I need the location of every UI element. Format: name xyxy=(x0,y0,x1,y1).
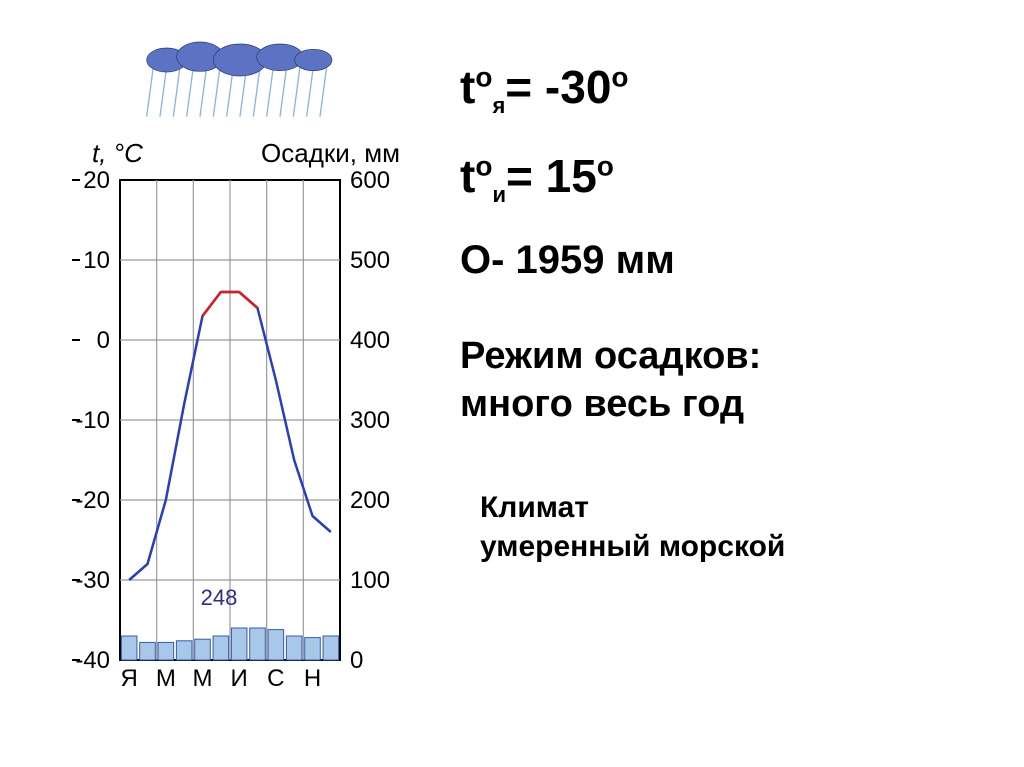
svg-text:600: 600 xyxy=(350,167,390,194)
svg-text:Осадки, мм: Осадки, мм xyxy=(261,138,400,168)
temp-july: toи= 15o xyxy=(460,149,1024,208)
cloud-rain-icon xyxy=(90,40,390,120)
t-jul-deg: o xyxy=(475,151,492,182)
t-jul-deg2: o xyxy=(597,151,614,182)
precip-regime: Режим осадков: много весь год xyxy=(460,333,1024,428)
svg-text:248: 248 xyxy=(201,585,238,610)
svg-text:М: М xyxy=(193,665,213,692)
t-jan-val: = -30 xyxy=(505,61,611,113)
summary-panel: toя= -30o toи= 15o О- 1959 мм Режим осад… xyxy=(420,0,1024,767)
svg-text:-40: -40 xyxy=(75,647,110,674)
t-jul-sub: и xyxy=(492,182,506,207)
t-jan-sub: я xyxy=(492,93,505,118)
svg-text:200: 200 xyxy=(350,487,390,514)
climate-type: Климат умеренный морской xyxy=(460,488,1024,566)
svg-text:0: 0 xyxy=(350,647,363,674)
svg-text:400: 400 xyxy=(350,327,390,354)
climograph: 20100-10-20-30-406005004003002001000t, °… xyxy=(60,40,420,700)
svg-text:-20: -20 xyxy=(75,487,110,514)
annual-precip: О- 1959 мм xyxy=(460,238,1024,283)
svg-text:0: 0 xyxy=(97,327,110,354)
svg-text:300: 300 xyxy=(350,407,390,434)
t-jan-deg: o xyxy=(475,62,492,93)
t-jul-t: t xyxy=(460,150,475,202)
svg-text:10: 10 xyxy=(83,247,110,274)
svg-text:-10: -10 xyxy=(75,407,110,434)
svg-text:И: И xyxy=(231,665,248,692)
regime-l2: много весь год xyxy=(460,383,744,425)
svg-text:20: 20 xyxy=(83,167,110,194)
temp-january: toя= -30o xyxy=(460,60,1024,119)
t-jan-t: t xyxy=(460,61,475,113)
svg-text:С: С xyxy=(267,665,284,692)
svg-text:500: 500 xyxy=(350,247,390,274)
climograph-svg: 20100-10-20-30-406005004003002001000t, °… xyxy=(60,40,420,700)
svg-text:Я: Я xyxy=(120,665,137,692)
regime-l1: Режим осадков: xyxy=(460,335,761,377)
svg-text:Н: Н xyxy=(304,665,321,692)
t-jul-val: = 15 xyxy=(506,150,597,202)
svg-text:М: М xyxy=(156,665,176,692)
svg-text:100: 100 xyxy=(350,567,390,594)
climate-l2: умеренный морской xyxy=(480,530,785,563)
t-jan-deg2: o xyxy=(611,62,628,93)
svg-text:t, °C: t, °C xyxy=(92,138,143,168)
svg-text:-30: -30 xyxy=(75,567,110,594)
climate-l1: Климат xyxy=(480,491,589,524)
